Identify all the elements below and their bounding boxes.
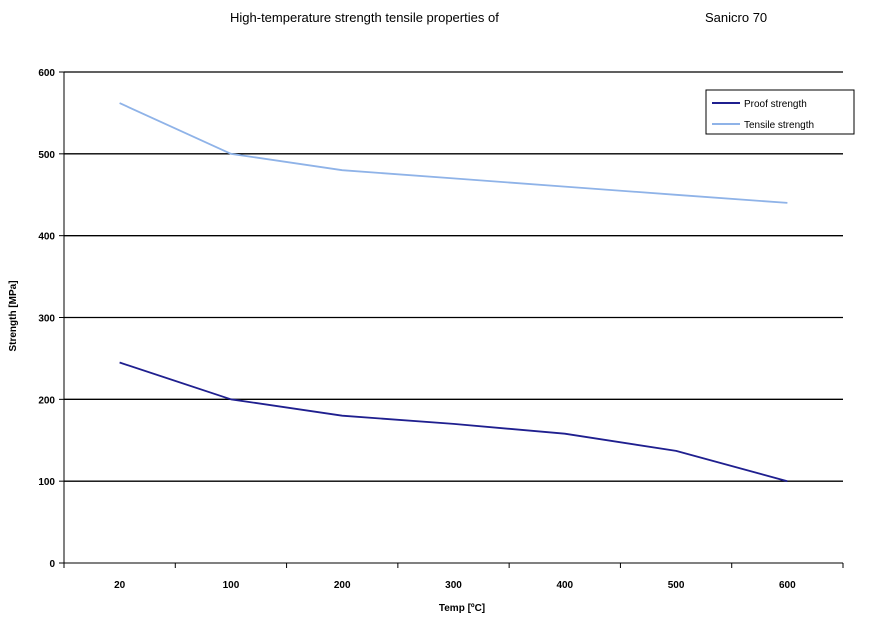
series-line-proof-strength [119,361,788,483]
legend: Proof strength Tensile strength [705,89,855,135]
x-tick-label-100: 100 [223,580,240,591]
y-tick-label-400: 400 [38,232,55,243]
legend-box [705,89,855,135]
y-tick-label-200: 200 [38,395,55,406]
chart-title: High-temperature strength tensile proper… [230,10,499,25]
gridlines [64,71,843,482]
series-line-tensile-strength [119,102,788,204]
x-tick-label-500: 500 [668,580,685,591]
y-tick-label-300: 300 [38,314,55,325]
y-tick-label-100: 100 [38,477,55,488]
legend-label-tensile: Tensile strength [744,120,814,131]
x-tick-label-400: 400 [556,580,573,591]
chart-title-material: Sanicro 70 [705,10,767,25]
y-axis-title: Strength [MPa] [8,280,19,351]
x-tick-label-200: 200 [334,580,351,591]
y-tick-label-0: 0 [49,559,55,570]
legend-label-proof: Proof strength [744,99,807,110]
y-tick-label-500: 500 [38,150,55,161]
y-tick-label-600: 600 [38,68,55,79]
x-tick-label-300: 300 [445,580,462,591]
x-axis-title: Temp [ºC] [439,603,485,614]
series-lines [119,102,788,483]
x-tick-label-20: 20 [114,580,126,591]
x-tick-label-600: 600 [779,580,796,591]
tick-labels: 0 100 200 300 400 500 600 20 100 200 300 400 500 600 [38,68,796,591]
axes [59,71,844,568]
